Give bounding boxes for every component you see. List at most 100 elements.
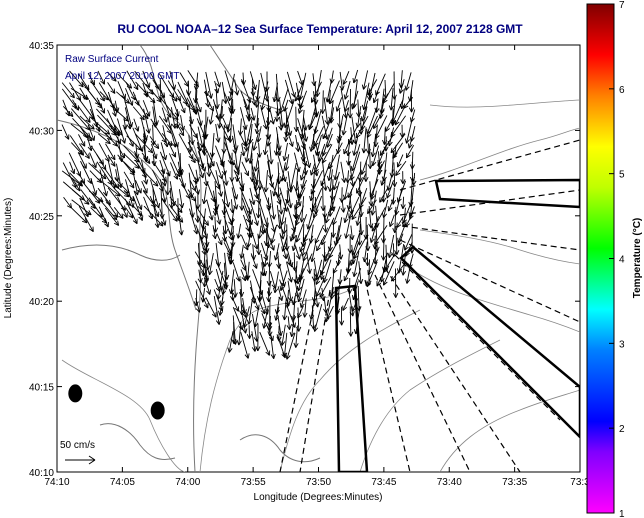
vector-shaft — [107, 98, 119, 113]
current-vector — [246, 297, 254, 325]
current-vector — [273, 271, 279, 294]
vector-head — [322, 135, 328, 140]
vector-head — [383, 176, 387, 182]
current-vector — [126, 70, 139, 91]
vector-shaft — [161, 99, 179, 121]
vector-head — [174, 84, 177, 90]
vector-head — [117, 183, 120, 189]
current-vector — [369, 216, 379, 243]
vector-shaft — [239, 118, 242, 136]
vector-head — [290, 130, 293, 136]
current-vector — [404, 233, 413, 251]
vector-shaft — [295, 261, 298, 284]
vector-shaft — [195, 280, 209, 309]
vector-head — [325, 185, 328, 191]
vector-shaft — [371, 207, 386, 232]
current-vector — [221, 124, 227, 154]
vector-head — [254, 122, 258, 128]
vector-shaft — [194, 251, 206, 269]
vector-shaft — [387, 169, 394, 191]
vector-shaft — [301, 242, 307, 257]
vector-shaft — [315, 270, 323, 285]
current-vector — [222, 179, 231, 208]
vector-head — [276, 151, 281, 156]
vector-shaft — [221, 152, 225, 166]
vector-head — [327, 186, 331, 192]
vector-shaft — [176, 124, 185, 136]
x-tick-label: 74:00 — [175, 477, 200, 488]
current-vector — [395, 160, 407, 177]
vector-head — [203, 199, 207, 205]
vector-shaft — [388, 127, 395, 147]
vector-head — [396, 249, 400, 255]
vector-shaft — [63, 196, 72, 209]
vector-head — [352, 77, 355, 84]
vector-head — [117, 132, 123, 136]
vector-head — [376, 222, 380, 228]
current-vector — [276, 143, 282, 156]
vector-head — [267, 262, 270, 268]
vector-shaft — [298, 268, 304, 291]
vector-head — [299, 95, 304, 101]
vector-head — [162, 155, 167, 161]
vector-head — [276, 264, 280, 269]
current-vector — [349, 151, 361, 181]
vector-head — [209, 163, 214, 169]
vector-head — [130, 170, 136, 174]
vector-head — [248, 116, 252, 122]
current-vector — [277, 153, 287, 183]
current-vector — [343, 205, 351, 224]
radial-line — [374, 274, 471, 472]
vector-head — [326, 175, 330, 181]
vector-head — [225, 284, 229, 290]
scale-arrow — [65, 455, 96, 465]
vector-head — [232, 242, 236, 248]
vector-shaft — [328, 142, 343, 170]
current-vector — [259, 331, 271, 356]
current-vector — [404, 72, 412, 91]
vector-head — [132, 202, 135, 208]
vector-shaft — [340, 88, 347, 119]
vector-head — [326, 134, 329, 140]
vector-shaft — [310, 295, 316, 320]
vector-head — [401, 222, 405, 228]
vector-head — [253, 146, 258, 151]
vector-head — [333, 206, 336, 212]
vector-head — [235, 292, 238, 298]
vector-head — [290, 187, 293, 193]
vector-shaft — [152, 169, 164, 192]
vector-shaft — [239, 288, 243, 316]
current-vector — [208, 109, 214, 125]
vector-head — [84, 155, 90, 159]
vector-head — [343, 150, 348, 155]
current-vector — [90, 178, 98, 196]
vector-head — [295, 97, 300, 102]
vector-shaft — [86, 88, 103, 109]
vector-head — [296, 285, 299, 291]
vector-shaft — [150, 179, 160, 209]
vector-head — [133, 86, 139, 91]
vector-head — [347, 194, 353, 198]
vector-head — [300, 176, 305, 181]
vector-head — [197, 204, 201, 210]
vector-shaft — [326, 133, 333, 148]
vector-head — [114, 133, 120, 136]
current-vector — [294, 244, 301, 260]
vector-head — [225, 202, 229, 208]
vector-head — [406, 139, 410, 144]
vector-head — [360, 116, 363, 122]
vector-shaft — [311, 190, 315, 213]
vector-head — [353, 329, 357, 335]
vector-shaft — [313, 195, 323, 219]
current-vector — [270, 189, 277, 220]
vector-head — [112, 143, 118, 147]
vector-head — [243, 146, 248, 152]
vector-head — [299, 254, 301, 260]
vector-head — [243, 246, 249, 251]
current-vector — [339, 306, 345, 326]
vector-shaft — [279, 196, 282, 215]
vector-shaft — [301, 109, 305, 140]
vector-head — [250, 116, 255, 121]
current-vector — [97, 70, 105, 85]
vector-shaft — [69, 82, 81, 101]
